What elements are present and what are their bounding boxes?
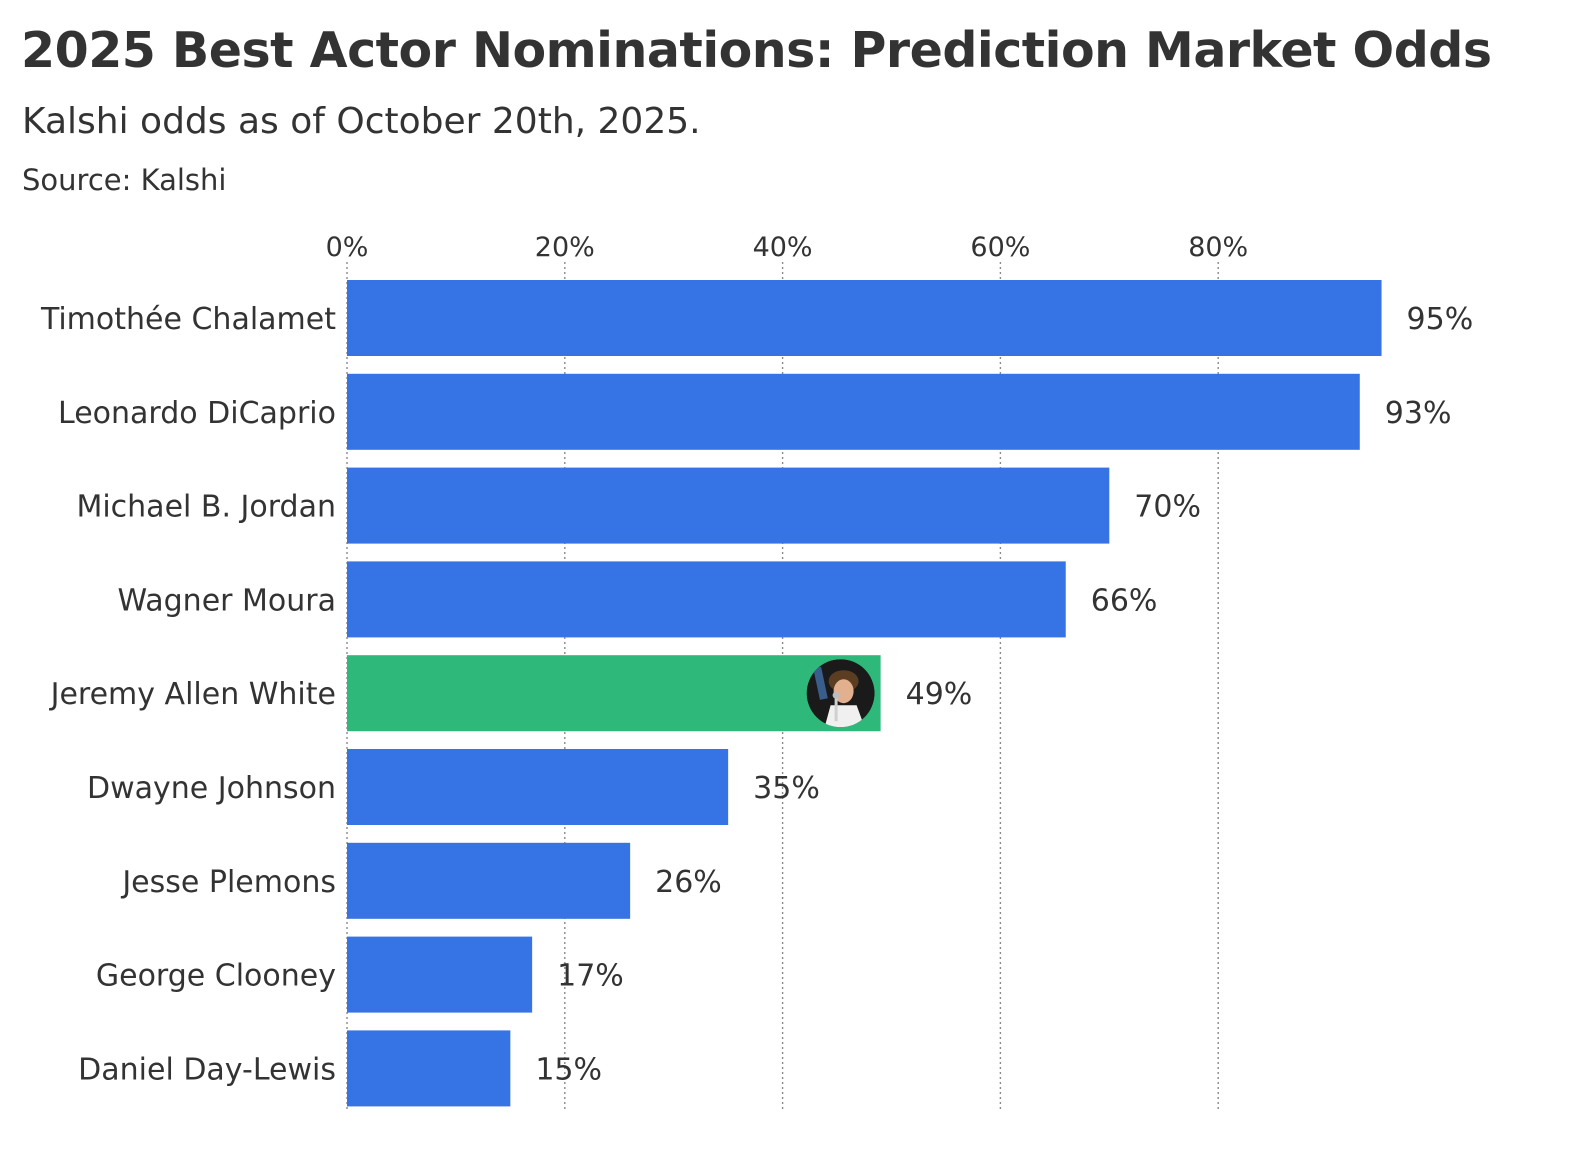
value-label: 17%: [557, 959, 624, 994]
value-label: 66%: [1091, 583, 1158, 618]
bar: [347, 373, 1360, 450]
bar: [347, 467, 1110, 544]
bars: [347, 280, 1382, 1107]
avatar-image: [806, 659, 875, 728]
chart-subtitle: Kalshi odds as of October 20th, 2025.: [22, 101, 701, 142]
bar: [347, 1030, 511, 1107]
x-tick-label: 80%: [1188, 232, 1248, 263]
avatar-mic: [832, 691, 840, 699]
bar: [347, 749, 729, 825]
value-label: 70%: [1134, 490, 1201, 525]
category-label: Daniel Day-Lewis: [78, 1052, 336, 1087]
value-label: 93%: [1385, 396, 1452, 431]
value-labels: 95% 93% 70% 66% 49% 35% 26% 17% 15%: [535, 302, 1473, 1087]
category-label: Jesse Plemons: [120, 865, 336, 900]
bar: [347, 842, 631, 919]
value-label: 26%: [655, 865, 722, 900]
category-label: Dwayne Johnson: [87, 771, 336, 806]
category-label: Leonardo DiCaprio: [58, 396, 336, 431]
value-label: 15%: [535, 1052, 602, 1087]
chart-title: 2025 Best Actor Nominations: Prediction …: [21, 22, 1492, 79]
avatar-arm: [813, 666, 828, 700]
x-tick-label: 40%: [753, 232, 813, 263]
bar: [347, 655, 881, 732]
x-tick-label: 0%: [326, 232, 369, 263]
x-tick-label: 20%: [535, 232, 595, 263]
chart-source: Source: Kalshi: [22, 163, 227, 197]
x-axis: 0% 20% 40% 60% 80%: [326, 232, 1249, 263]
bar: [347, 561, 1066, 638]
bar: [347, 936, 533, 1013]
x-tick-label: 60%: [970, 232, 1030, 263]
y-axis: Timothée Chalamet Leonardo DiCaprio Michae…: [40, 302, 336, 1087]
category-label: George Clooney: [96, 959, 336, 994]
category-label: Jeremy Allen White: [49, 677, 336, 712]
bar: [347, 280, 1382, 356]
category-label: Michael B. Jordan: [76, 490, 336, 525]
avatar-mic-stand: [834, 695, 838, 722]
category-label: Timothée Chalamet: [40, 302, 336, 337]
value-label: 49%: [906, 677, 973, 712]
category-label: Wagner Moura: [118, 583, 336, 618]
value-label: 95%: [1407, 302, 1474, 337]
value-label: 35%: [753, 771, 820, 806]
